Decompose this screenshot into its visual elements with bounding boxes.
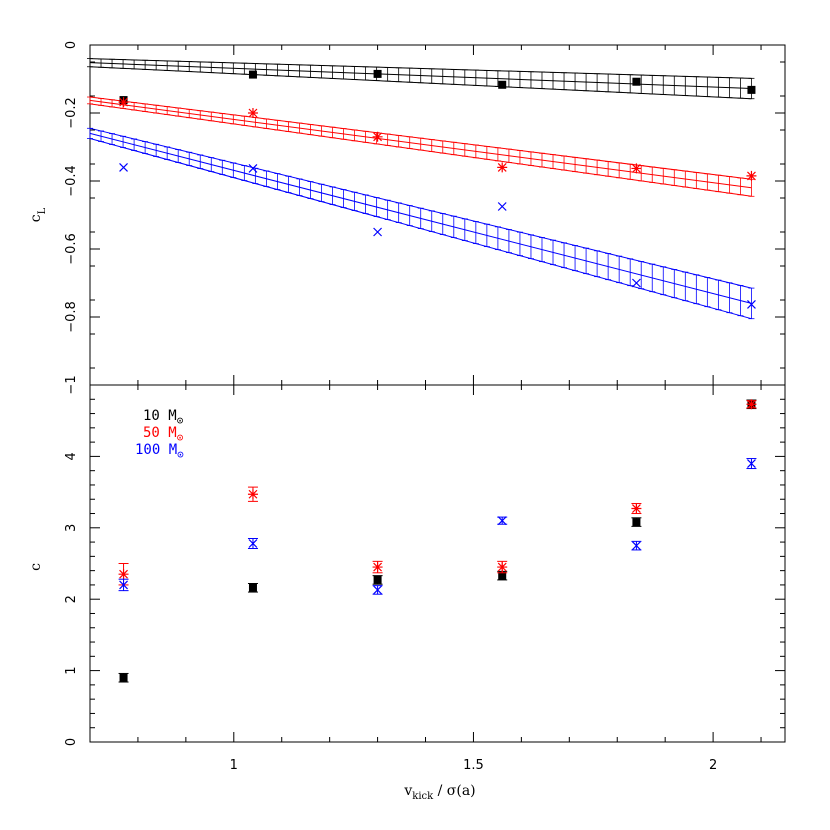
top-point-s1-4 — [631, 163, 642, 174]
bottom-panel-frame — [89, 384, 786, 743]
legend-item-100: 100 M⊙ — [135, 442, 184, 461]
top-point-s1-3 — [497, 162, 508, 173]
legend: 10 M⊙ 50 M⊙ 100 M⊙ — [135, 408, 184, 461]
bottom-point-s2-3 — [497, 516, 507, 526]
bottom-point-s0-4 — [632, 518, 641, 527]
bottom-point-s1-2 — [372, 562, 383, 573]
top-point-s2-2 — [373, 227, 383, 237]
bottom-point-s1-5 — [746, 399, 757, 410]
bottom-point-s1-0 — [118, 569, 129, 580]
bottom-ytick-label: 3 — [64, 524, 79, 532]
bottom-point-s2-2 — [373, 585, 383, 595]
bottom-point-s2-1 — [248, 539, 258, 548]
top-point-s1-5 — [746, 170, 757, 181]
bottom-ylabel: c — [28, 563, 44, 571]
top-point-s1-2 — [372, 131, 383, 142]
bottom-xtick-label: 1.5 — [463, 758, 484, 773]
top-ylabel-main: c — [28, 214, 44, 222]
top-point-s0-1 — [248, 70, 257, 79]
top-point-s1-0 — [118, 97, 129, 108]
bottom-data-points — [118, 399, 757, 683]
bottom-point-s0-2 — [373, 575, 382, 584]
bottom-ytick-label: 1 — [64, 666, 79, 674]
fit-band-2 — [87, 127, 755, 320]
bottom-ytick-label: 0 — [64, 738, 79, 746]
bottom-point-s0-3 — [498, 571, 507, 580]
top-panel: 0 −0.2 −0.4 −0.6 −0.8 −1 cL — [28, 41, 786, 395]
top-ytick-label: 0 — [64, 41, 79, 49]
top-ytick-label: −0.4 — [64, 165, 79, 197]
top-fit-bands — [87, 58, 755, 320]
fit-band-0 — [87, 58, 755, 100]
top-ylabel-sub: L — [37, 207, 48, 214]
legend-item-50: 50 M⊙ — [143, 425, 183, 444]
bottom-point-s0-0 — [119, 673, 128, 682]
fit-band-1 — [87, 96, 755, 197]
top-point-s1-1 — [247, 108, 258, 118]
bottom-xlabel: vkick / σ(a) — [403, 783, 475, 802]
top-point-s0-2 — [373, 69, 382, 78]
top-point-s0-3 — [498, 80, 507, 89]
top-point-s0-5 — [747, 85, 756, 94]
top-point-s2-4 — [631, 278, 641, 288]
bottom-xtick-label: 1 — [230, 758, 238, 773]
bottom-point-s1-1 — [247, 489, 258, 500]
top-data-points — [118, 69, 757, 309]
top-point-s2-5 — [747, 299, 756, 309]
top-ytick-label: −0.8 — [64, 301, 79, 333]
bottom-ytick-label: 4 — [64, 452, 79, 460]
bottom-point-s2-0 — [119, 580, 128, 590]
bottom-point-s0-1 — [248, 583, 257, 592]
top-point-s0-4 — [632, 77, 641, 86]
bottom-ytick-label: 2 — [64, 595, 79, 603]
top-point-s2-3 — [497, 202, 507, 211]
bottom-xtick-label: 2 — [709, 758, 717, 773]
bottom-point-s1-4 — [631, 503, 642, 514]
top-ylabel: cL — [28, 207, 48, 222]
top-point-s2-0 — [119, 162, 128, 172]
bottom-point-s2-4 — [631, 541, 641, 551]
bottom-panel: 1 1.5 2 0 1 2 3 4 c 10 M⊙ 50 M⊙ 100 M⊙ vkick / … — [28, 384, 786, 802]
top-ytick-label: −0.2 — [64, 97, 79, 129]
legend-item-10: 10 M⊙ — [143, 408, 183, 427]
top-ytick-label: −1 — [64, 375, 79, 394]
top-panel-frame — [89, 44, 786, 386]
bottom-point-s2-5 — [747, 459, 756, 468]
top-ytick-label: −0.6 — [64, 233, 79, 265]
bottom-point-s1-3 — [497, 562, 508, 573]
top-axis-ticks: 0 −0.2 −0.4 −0.6 −0.8 −1 — [64, 41, 785, 395]
bottom-axis-ticks: 1 1.5 2 0 1 2 3 4 — [64, 385, 785, 773]
top-point-s2-1 — [248, 163, 258, 173]
